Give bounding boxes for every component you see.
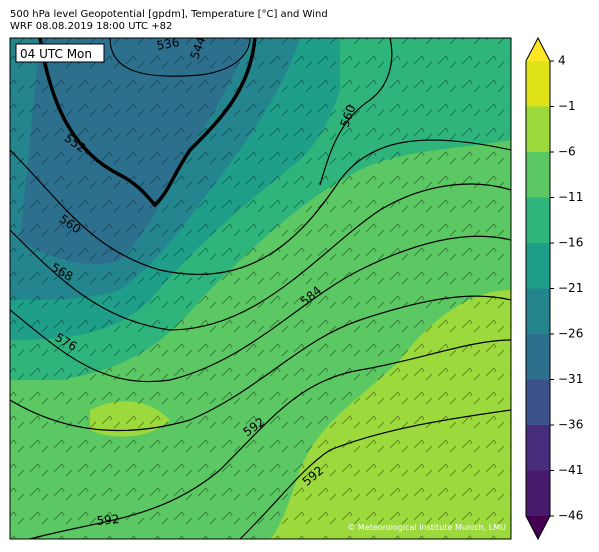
time-label-box [15,43,105,63]
wind-barbs [10,38,511,539]
credit: © Meteorological Institute Munich, LMU [347,523,506,532]
colorbar-extend-bottom [526,516,550,539]
colorbar-band [526,61,550,107]
time-label: 04 UTC Mon [20,47,92,61]
map-frame [9,37,512,540]
colorbar-band [526,197,550,244]
title: 500 hPa level Geopotential [gpdm], Tempe… [10,9,328,20]
colorbar-band [526,334,550,380]
contour-label: 592 [96,512,120,528]
colorbar: 4 −1 −6 −11 −16 −21 −26 −31 −36 −41 −46 [525,36,583,541]
colorbar-tick-label: −6 [558,145,576,159]
colorbar-tick-label: −26 [558,327,583,341]
colorbar-tick-label: −1 [558,99,576,113]
colorbar-band [526,379,550,426]
colorbar-band [526,106,550,153]
colorbar-band [526,152,550,198]
colorbar-tick-label: −41 [558,463,583,477]
colorbar-tick-label: −21 [558,281,583,295]
colorbar-band [526,425,550,471]
colorbar-tick-label: −46 [558,509,583,523]
subtitle: WRF 08.08.2019 18:00 UTC +82 [10,21,172,32]
contour-552 [38,38,257,208]
colorbar-band [526,288,550,335]
colorbar-tick-label: −31 [558,372,583,386]
colorbar-extend-top [526,38,550,61]
contours [10,38,511,539]
colorbar-tick-label: −36 [558,418,583,432]
colorbar-tick-label: 4 [558,54,566,68]
colorbar-tick-label: −16 [558,236,583,250]
colorbar-tick-label: −11 [558,190,583,204]
contour-label: 536 [156,35,181,53]
colorbar-band [526,243,550,289]
colorbar-band [526,470,550,517]
